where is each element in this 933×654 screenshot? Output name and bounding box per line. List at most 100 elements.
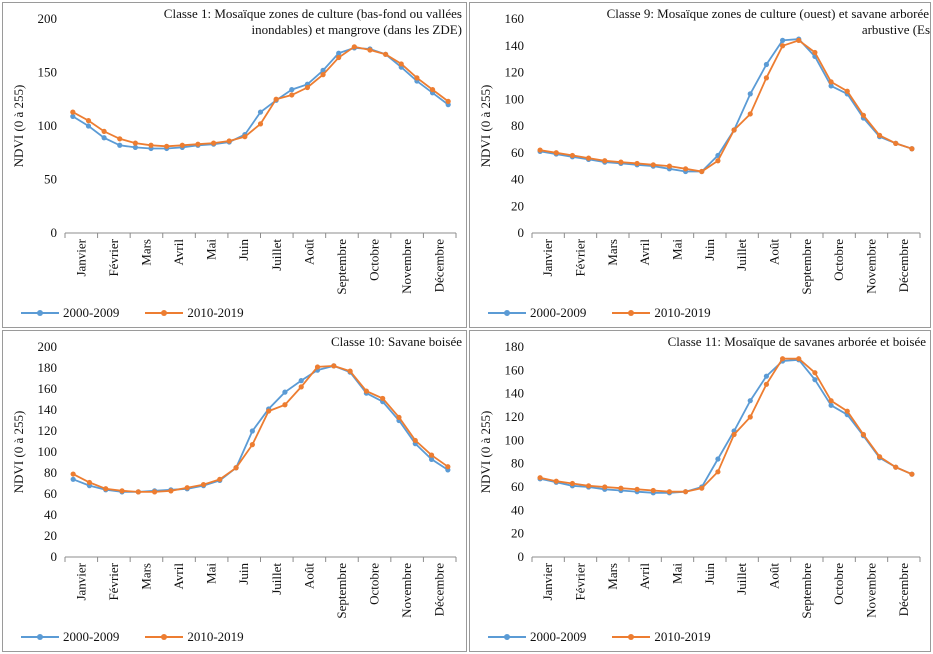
data-point [445, 464, 451, 470]
x-tick-label: Avril [171, 563, 186, 590]
y-tick-label: 0 [51, 549, 58, 564]
data-point [347, 368, 353, 374]
legend-swatch [488, 632, 526, 642]
data-point [132, 144, 138, 150]
data-point [414, 75, 420, 81]
data-point [132, 140, 138, 146]
data-point [731, 127, 737, 133]
y-tick-label: 20 [44, 528, 57, 543]
data-point [876, 454, 883, 460]
data-point [844, 88, 850, 94]
data-point [298, 384, 304, 390]
data-point [699, 485, 705, 491]
y-tick-label: 150 [38, 65, 58, 80]
data-point [70, 476, 76, 482]
data-point [537, 147, 543, 153]
legend-swatch [612, 632, 651, 642]
legend-item-series-1: 2000-2009 [21, 305, 119, 321]
x-tick-label: Avril [637, 563, 652, 590]
y-tick-label: 100 [505, 432, 525, 447]
chart-title: Classe 10: Savane boisée [330, 334, 462, 349]
data-point [618, 485, 624, 491]
data-point [812, 370, 818, 376]
x-tick-label: Décembre [896, 563, 911, 617]
series-line-1 [72, 46, 449, 150]
legend-item-series-1: 2000-2009 [21, 629, 119, 645]
data-point [585, 155, 592, 161]
data-point [666, 163, 673, 169]
data-point [249, 442, 255, 448]
data-point [602, 158, 608, 164]
data-point [860, 431, 867, 438]
data-point [860, 112, 867, 118]
data-point [731, 431, 737, 438]
y-tick-label: 40 [44, 507, 57, 522]
legend-swatch [612, 308, 651, 318]
y-tick-label: 200 [38, 339, 58, 354]
data-point [320, 67, 326, 73]
data-point [282, 389, 288, 395]
chart-plot: 0 20 40 60 80 100 120 140 160 180 200 Janvier Févrie… [38, 339, 457, 619]
x-tick-label: Octobre [367, 239, 382, 281]
chart-title: Classe 1: Mosaïque zones de culture (bas… [163, 6, 462, 37]
chart-plot: 0 20 40 60 80 100 120 140 160 180 Janvier Février Ma… [505, 339, 921, 619]
data-point [363, 388, 369, 394]
data-point [298, 378, 304, 384]
data-point [314, 364, 321, 370]
data-point [304, 84, 311, 91]
data-point [553, 478, 559, 484]
legend-item-series-2: 2010-2019 [612, 629, 711, 645]
data-point [428, 452, 435, 458]
legend-label: 2000-2009 [530, 629, 587, 644]
legend-item-series-1: 2000-2009 [488, 629, 586, 645]
data-point [289, 92, 295, 98]
legend-label: 2000-2009 [63, 629, 120, 644]
x-tick-label: Juillet [734, 563, 749, 595]
y-tick-label: 60 [511, 479, 524, 494]
data-point [184, 485, 190, 491]
x-tick-label: Mai [204, 239, 219, 260]
data-point [70, 109, 76, 115]
y-tick-label: 0 [518, 549, 525, 564]
x-tick-label: Juillet [269, 563, 284, 595]
data-point [682, 489, 689, 495]
y-tick-label: 20 [511, 198, 524, 213]
chart-plot: 0 20 40 60 80 100 120 140 160 Janvier Février Mars A… [505, 11, 921, 295]
x-tick-label: Mai [670, 239, 685, 260]
series-line-2 [72, 45, 449, 148]
y-tick-label: 80 [511, 456, 524, 471]
data-point [200, 481, 207, 488]
data-point [257, 121, 264, 127]
data-point [85, 118, 92, 124]
data-point [844, 408, 850, 414]
legend-swatch [145, 308, 184, 318]
data-point [634, 160, 640, 167]
data-point [618, 159, 624, 165]
x-tick-label: Septembre [799, 239, 814, 295]
data-point [763, 381, 770, 387]
data-point [634, 486, 640, 492]
chart-panel-classe-10: Classe 10: Savane boisée NDVI (0 à 255) … [2, 330, 467, 652]
x-tick-label: Février [106, 562, 121, 600]
data-point [117, 142, 123, 148]
x-tick-label: Janvier [73, 238, 88, 276]
legend-label: 2000-2009 [530, 305, 587, 320]
data-point [266, 408, 272, 414]
data-point [715, 456, 721, 462]
y-tick-label: 80 [511, 118, 524, 133]
data-point [351, 44, 357, 50]
data-point [320, 72, 326, 78]
data-point [747, 398, 753, 404]
legend-label: 2010-2019 [187, 305, 244, 320]
data-point [101, 135, 107, 141]
legend-item-series-2: 2010-2019 [612, 305, 711, 321]
data-point [336, 54, 342, 61]
data-point [164, 143, 170, 149]
chart-title: Classe 9: Mosaïque zones de culture (oue… [606, 6, 931, 37]
data-point [380, 395, 386, 402]
legend-item-series-1: 2000-2009 [488, 305, 586, 321]
data-point [569, 152, 576, 159]
x-tick-label: Février [573, 562, 588, 600]
x-tick-label: Octobre [831, 239, 846, 281]
data-point [682, 166, 689, 172]
